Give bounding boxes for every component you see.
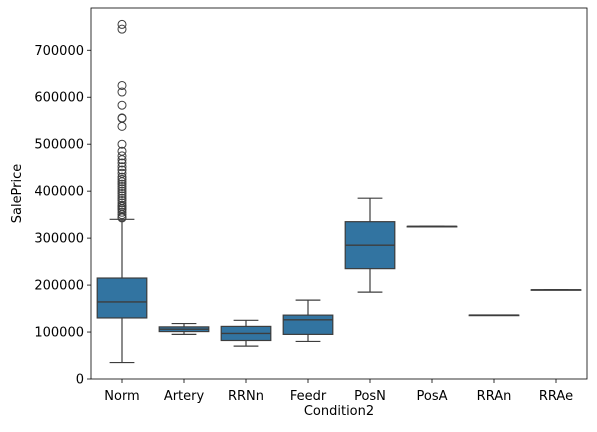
outlier-point [117,100,127,110]
outlier-point [117,184,127,194]
outlier-point [117,121,127,131]
box-body [282,314,334,335]
box-posn [344,197,396,293]
box-rrnn [220,319,272,347]
outlier-point [117,189,127,198]
x-tick-label: RRNn [228,389,264,404]
y-ticks: 0 100000 200000 300000 400000 500000 600000 700… [34,44,91,388]
outlier-point [117,168,127,178]
box-norm [96,19,148,364]
outlier-point [117,146,127,156]
outlier-point [117,207,127,217]
boxes-layer [96,19,582,364]
y-tick-label: 500000 [34,138,84,153]
outlier-point [117,191,127,201]
x-ticks: Norm Artery RRNn Feedr PosN PosA RRAn RRAe [104,379,573,404]
outlier-point [117,200,127,210]
outlier-point [117,24,127,34]
box-feedr [282,299,334,343]
outlier-point [117,87,127,97]
outlier-point [117,196,127,206]
outlier-point [117,80,127,90]
box-body [96,277,148,319]
y-tick-label: 200000 [34,279,84,294]
outlier-point [117,151,127,161]
outlier-point [117,158,127,168]
x-tick-label: RRAe [539,389,573,404]
x-tick-label: Feedr [290,389,327,404]
outlier-point [117,139,127,149]
box-posa [406,225,458,228]
plot-frame [90,7,588,380]
y-tick-label: 300000 [34,232,84,247]
outlier-point [117,181,127,191]
outlier-point [117,165,127,175]
box-rran [468,314,520,317]
outlier-point [117,186,127,196]
outlier-point [117,162,127,172]
outlier-point [117,193,127,203]
y-tick-label: 100000 [34,326,84,341]
outlier-point [117,174,127,184]
x-tick-label: Artery [164,389,205,404]
x-tick-label: RRAn [477,389,512,404]
outlier-point [117,172,127,182]
x-tick-label: PosN [354,389,386,404]
outlier-point [117,113,127,123]
box-artery [158,322,210,335]
y-tick-label: 600000 [34,91,84,106]
x-tick-label: Norm [104,389,139,404]
y-axis-title: SalePrice [10,164,25,224]
box-rrae [530,289,582,291]
outlier-point [117,19,127,29]
outlier-point [117,198,127,208]
x-tick-label: PosA [417,389,448,404]
x-axis-title: Condition2 [304,404,374,419]
y-tick-label: 700000 [34,44,84,59]
y-tick-label: 0 [76,373,84,388]
y-tick-label: 400000 [34,185,84,200]
outlier-point [117,179,127,189]
